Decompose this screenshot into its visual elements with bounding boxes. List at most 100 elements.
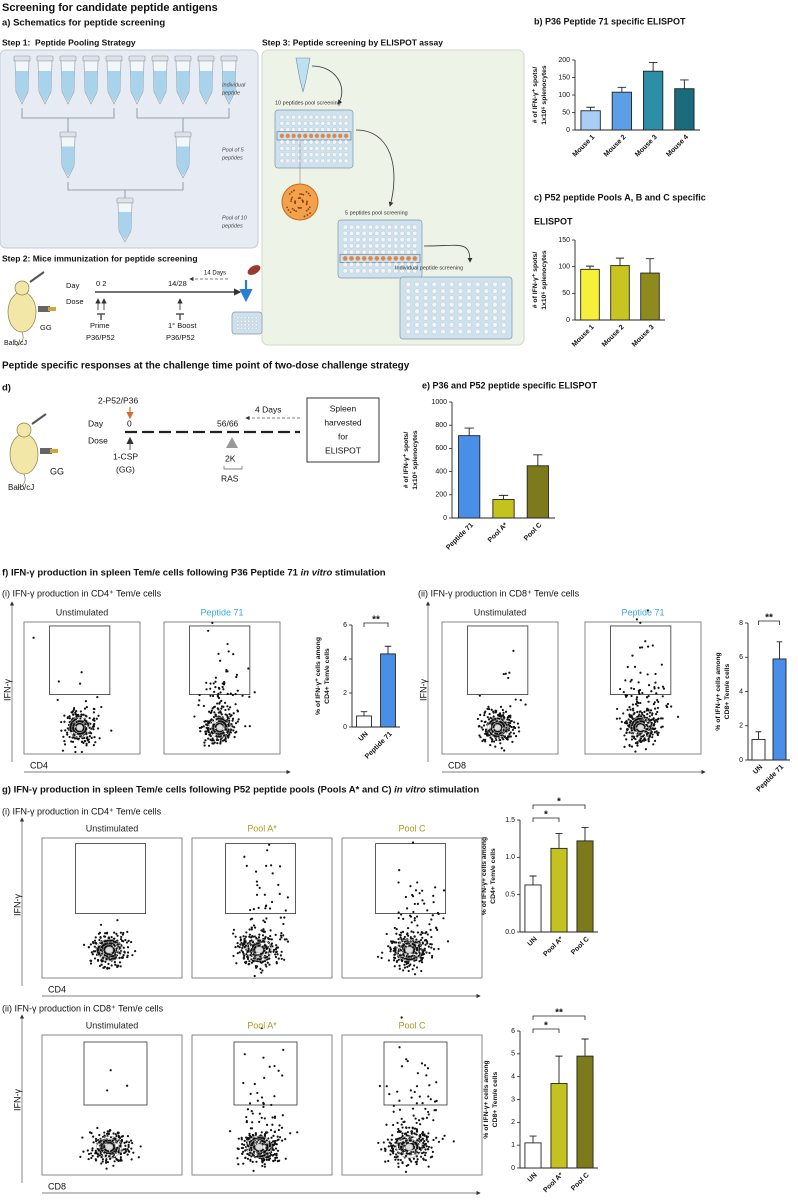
event-dot — [426, 940, 429, 943]
event-dot — [411, 968, 414, 971]
event-dot — [380, 956, 383, 960]
contour — [249, 941, 270, 959]
event-dot — [645, 696, 649, 699]
event-dot — [227, 735, 230, 738]
event-dot — [255, 936, 258, 939]
tube-liquid — [107, 71, 121, 102]
event-dot — [214, 676, 217, 679]
event-dot — [392, 1152, 395, 1155]
event-dot — [404, 1154, 408, 1158]
event-dot — [413, 973, 417, 976]
y-axis-label: CD8+ Tem/e cells — [492, 1071, 499, 1127]
event-dot — [639, 710, 642, 713]
event-dot — [241, 694, 244, 697]
event-dot — [260, 971, 263, 974]
event-dot — [661, 695, 664, 698]
event-dot — [654, 672, 657, 676]
event-dot — [89, 962, 93, 965]
x-tick-label: Peptide 71 — [445, 522, 475, 552]
event-dot — [394, 951, 397, 954]
event-dot — [274, 955, 278, 959]
event-dot — [258, 1112, 261, 1115]
plate-well — [368, 255, 373, 261]
event-dot — [478, 734, 481, 737]
x-tick-label: Pool C — [570, 1172, 591, 1193]
plate-well — [337, 152, 343, 157]
spot — [294, 202, 297, 205]
plate-well — [342, 249, 348, 255]
event-dot — [120, 935, 123, 939]
event-dot — [70, 740, 73, 743]
contour — [71, 719, 88, 736]
plate-well — [332, 158, 337, 164]
event-dot — [120, 1140, 123, 1143]
contour — [637, 724, 645, 731]
event-dot — [409, 955, 413, 958]
plate-well — [483, 322, 489, 328]
event-dot — [101, 941, 104, 945]
plate-well — [332, 114, 337, 120]
plate-well — [337, 121, 343, 126]
event-dot — [403, 935, 406, 939]
event-dot — [104, 1159, 108, 1162]
event-dot — [251, 1141, 254, 1145]
event-dot — [630, 694, 633, 698]
event-dot — [403, 963, 406, 966]
event-dot — [91, 1149, 94, 1152]
event-dot — [416, 931, 420, 934]
event-dot — [639, 701, 642, 705]
event-dot — [248, 695, 251, 698]
event-dot — [236, 945, 240, 948]
y-tick-label: 0.0 — [505, 929, 515, 936]
event-dot — [208, 733, 211, 736]
spot — [290, 191, 293, 193]
error-bar — [648, 62, 658, 72]
event-dot — [443, 1134, 446, 1137]
plate-well — [361, 268, 367, 274]
event-dot — [642, 720, 646, 724]
event-dot — [246, 1138, 249, 1141]
event-dot — [398, 1108, 402, 1111]
event-dot — [397, 1165, 400, 1169]
bar — [550, 847, 568, 933]
event-dot — [85, 706, 88, 709]
plate-well — [501, 315, 507, 321]
event-dot — [413, 919, 416, 922]
contour — [99, 1138, 120, 1156]
event-dot — [219, 738, 222, 741]
event-dot — [244, 725, 247, 728]
event-dot — [272, 1143, 276, 1146]
event-dot — [377, 1141, 380, 1145]
event-dot — [232, 729, 235, 732]
event-dot — [277, 957, 280, 960]
event-dot — [125, 941, 129, 944]
event-dot — [115, 947, 118, 950]
plate-well — [342, 255, 348, 261]
plate-well — [240, 316, 243, 320]
event-dot — [231, 719, 234, 722]
event-dot — [401, 930, 405, 933]
event-dot — [86, 1149, 89, 1152]
event-dot — [70, 719, 73, 722]
event-dot — [480, 720, 483, 723]
event-dot — [253, 935, 256, 938]
event-dot — [271, 1140, 275, 1143]
event-dot — [404, 960, 407, 963]
event-dot — [119, 1159, 122, 1162]
endpoint-label: for — [338, 431, 348, 441]
event-dot — [247, 963, 250, 966]
event-dot — [414, 889, 418, 892]
event-dot — [401, 1132, 404, 1135]
event-dot — [72, 724, 75, 727]
event-dot — [281, 1114, 284, 1117]
event-dot — [117, 1131, 120, 1134]
event-dot — [400, 1117, 403, 1120]
event-dot — [289, 1132, 292, 1135]
contour — [252, 944, 266, 956]
event-dot — [94, 741, 97, 744]
event-dot — [79, 1155, 82, 1158]
event-dot — [70, 711, 73, 714]
spot — [295, 210, 298, 213]
event-dot — [216, 742, 219, 745]
event-dot — [89, 959, 92, 962]
